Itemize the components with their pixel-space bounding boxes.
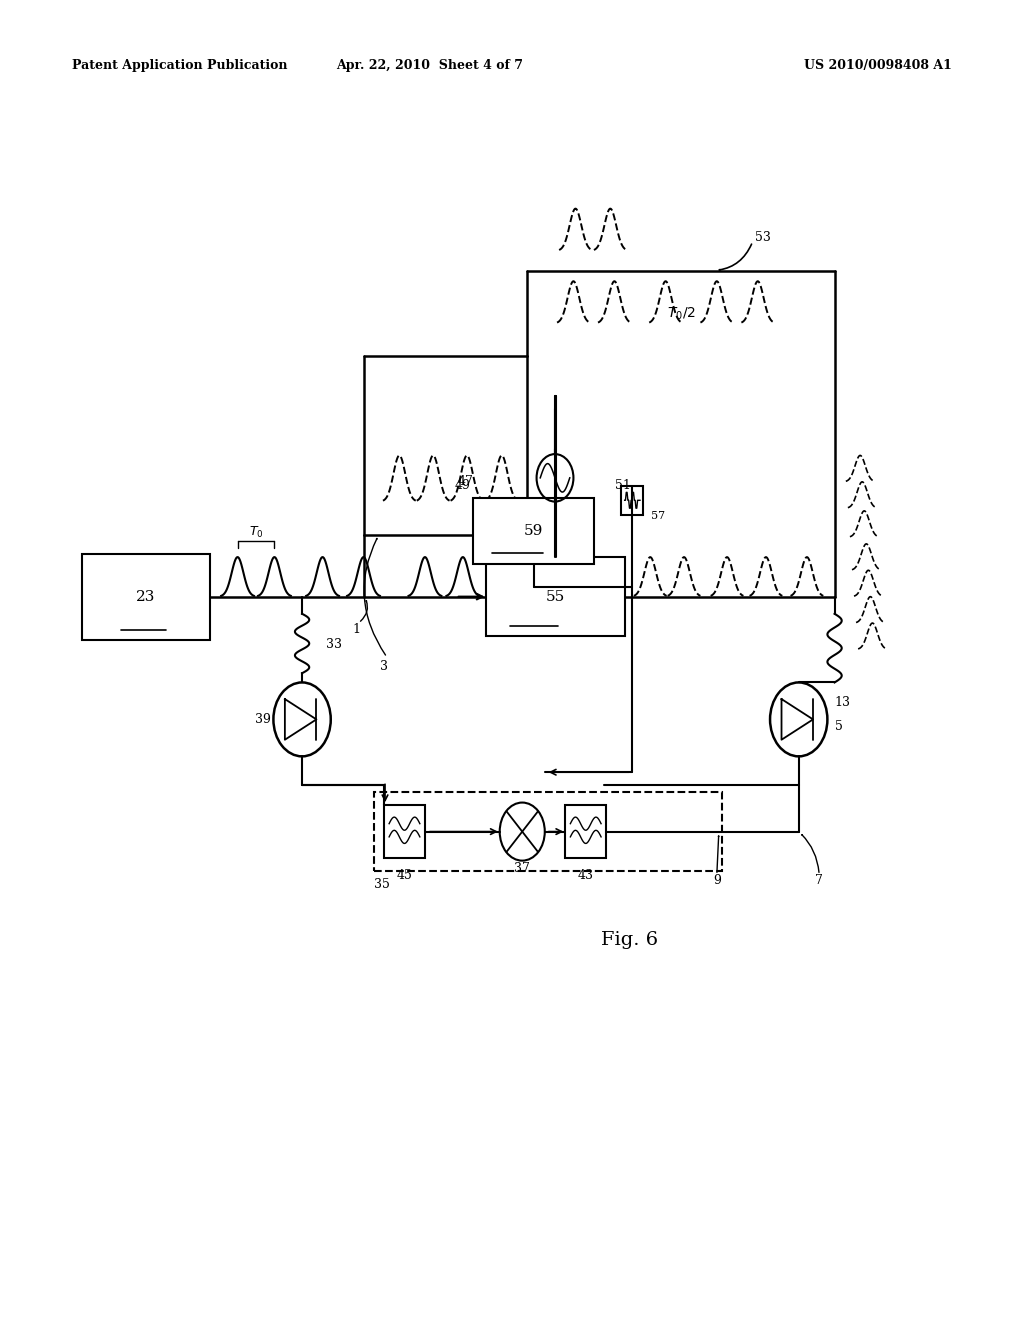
Text: 37: 37	[514, 862, 530, 875]
FancyArrowPatch shape	[802, 834, 819, 873]
Bar	[82, 554, 210, 640]
Text: 35: 35	[374, 878, 390, 891]
Text: US 2010/0098408 A1: US 2010/0098408 A1	[805, 59, 952, 73]
FancyArrowPatch shape	[717, 836, 719, 873]
Text: 55: 55	[546, 590, 565, 603]
Text: 49: 49	[455, 479, 471, 492]
Text: Fig. 6: Fig. 6	[601, 931, 658, 949]
Text: 9: 9	[713, 874, 721, 887]
Text: 53: 53	[755, 231, 771, 244]
Bar	[486, 557, 625, 636]
Text: Patent Application Publication: Patent Application Publication	[72, 59, 287, 73]
Text: $T_0/2$: $T_0/2$	[667, 306, 695, 322]
Text: $T_0$: $T_0$	[249, 524, 263, 540]
Text: 13: 13	[835, 696, 851, 709]
Text: 59: 59	[524, 524, 543, 537]
Text: 3: 3	[380, 660, 388, 673]
Text: 1: 1	[352, 623, 360, 636]
Bar	[374, 792, 722, 871]
Text: 5: 5	[835, 719, 843, 733]
FancyArrowPatch shape	[360, 601, 368, 622]
Text: 51: 51	[614, 479, 631, 492]
FancyArrowPatch shape	[365, 539, 385, 655]
Text: 43: 43	[578, 869, 594, 882]
Text: 7: 7	[815, 874, 823, 887]
Text: 39: 39	[255, 713, 271, 726]
Text: 57: 57	[651, 511, 666, 521]
Text: Apr. 22, 2010  Sheet 4 of 7: Apr. 22, 2010 Sheet 4 of 7	[337, 59, 523, 73]
Bar	[621, 486, 643, 515]
Bar	[565, 805, 606, 858]
FancyArrowPatch shape	[719, 244, 752, 271]
Text: 23: 23	[136, 590, 156, 603]
Bar	[473, 498, 594, 564]
Bar	[384, 805, 425, 858]
Text: 45: 45	[396, 869, 413, 882]
Text: 33: 33	[326, 638, 342, 651]
Text: 47: 47	[458, 475, 474, 488]
